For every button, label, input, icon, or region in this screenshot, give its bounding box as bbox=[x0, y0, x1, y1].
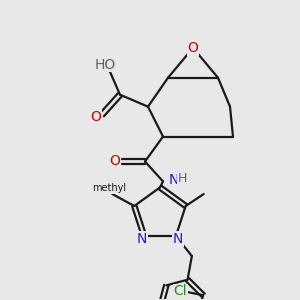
Text: O: O bbox=[91, 110, 101, 124]
Text: N: N bbox=[137, 232, 147, 246]
Text: Cl: Cl bbox=[173, 284, 187, 298]
Text: methyl: methyl bbox=[92, 183, 126, 193]
Text: N: N bbox=[169, 173, 179, 188]
Text: H: H bbox=[178, 172, 188, 185]
Text: O: O bbox=[188, 41, 198, 55]
Text: HO: HO bbox=[94, 58, 116, 72]
Text: N: N bbox=[173, 232, 183, 246]
Text: O: O bbox=[110, 154, 120, 169]
